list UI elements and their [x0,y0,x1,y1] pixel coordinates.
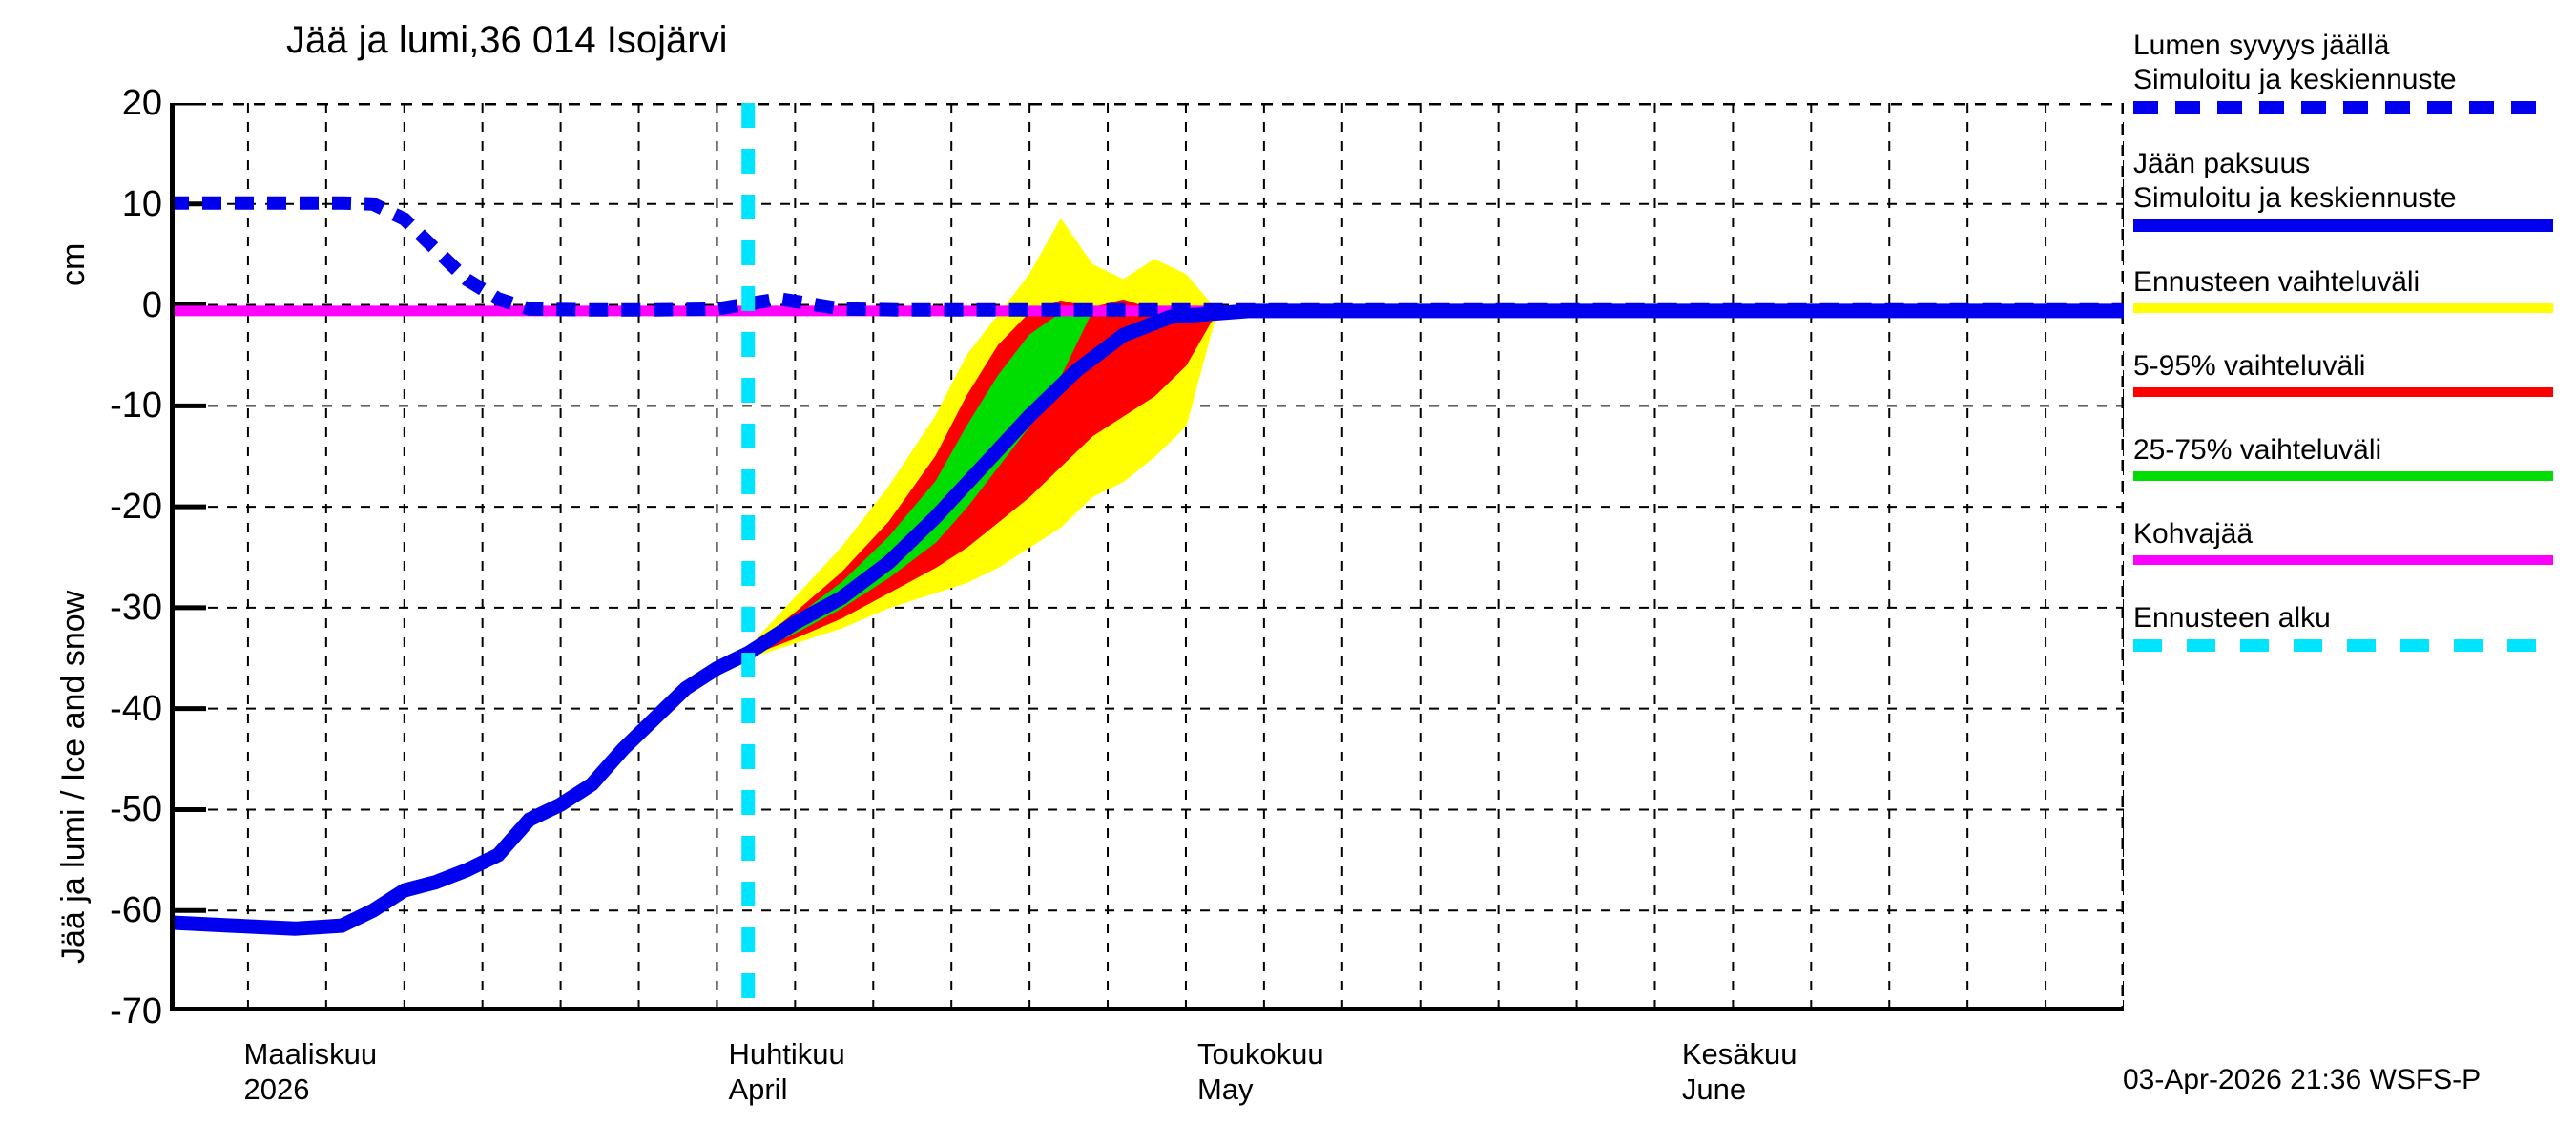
y-tick-label: -20 [110,487,162,528]
y-tick-label: 20 [121,83,162,123]
x-tick-label-fi: Maaliskuu [243,1037,378,1071]
legend-item-subtitle: Simuloitu ja keskiennuste [2133,182,2457,214]
x-tick-label: Kesäkuu June [1682,1036,1797,1107]
legend-swatch [2133,639,2553,652]
x-tick-label: Maaliskuu 2026 [244,1036,378,1107]
legend-item-title: Jään paksuus [2133,148,2311,179]
x-tick-label-fi: Toukokuu [1196,1037,1324,1071]
y-tick-label: -30 [110,587,162,628]
y-axis-tick-labels: 20 10 0 -10 -20 -30 -40 -50 -60 -70 [19,0,162,1145]
x-tick-label: Toukokuu May [1197,1036,1324,1107]
plot-svg [168,100,2126,1061]
chart-legend: Lumen syvyys jäällä Simuloitu ja keskienn… [2133,29,2572,652]
y-tick-label: -60 [110,890,162,931]
forecast-band [747,310,1093,656]
x-tick-label-en: June [1681,1072,1747,1106]
x-tick-label-fi: Kesäkuu [1681,1037,1797,1071]
x-tick-label-en: April [728,1072,788,1106]
legend-item-title: Lumen syvyys jäällä [2133,30,2390,61]
legend-item: Ennusteen alku [2133,601,2572,652]
forecast-bands [747,218,1218,659]
legend-item-title: Kohvajää [2133,518,2254,550]
legend-item-subtitle: Simuloitu ja keskiennuste [2133,64,2457,95]
legend-item: 25-75% vaihteluväli [2133,433,2572,481]
plot-area [168,100,2126,1061]
x-tick-label-fi: Huhtikuu [728,1037,845,1071]
legend-item-title: 25-75% vaihteluväli [2133,434,2382,466]
legend-swatch [2133,471,2553,481]
y-tick-label: 10 [121,183,162,224]
legend-swatch [2133,555,2553,565]
plot-frame [170,103,2124,1011]
footer-timestamp: 03-Apr-2026 21:36 WSFS-P [2123,1064,2482,1095]
legend-swatch [2133,219,2553,232]
legend-item: Kohvajää [2133,517,2572,565]
legend-item: Jään paksuus Simuloitu ja keskiennuste [2133,147,2572,232]
chart-title: Jää ja lumi,36 014 Isojärvi [286,19,728,61]
legend-item: Lumen syvyys jäällä Simuloitu ja keskienn… [2133,29,2572,114]
legend-item-title: Ennusteen alku [2133,602,2331,634]
x-tick-label: Huhtikuu April [728,1036,844,1107]
y-tick-label: -40 [110,688,162,729]
ice-thickness-line [169,303,2124,936]
legend-item: Ennusteen vaihteluväli [2133,265,2572,313]
legend-item: 5-95% vaihteluväli [2133,349,2572,397]
snow-depth-line [170,196,2124,317]
x-tick-label-en: May [1196,1072,1254,1106]
y-tick-label: -70 [110,991,162,1031]
x-tick-label-en: 2026 [243,1072,310,1106]
y-tick-label: 0 [141,284,162,325]
legend-swatch [2133,387,2553,397]
y-tick-label: -10 [110,385,162,427]
y-tick-label: -50 [110,789,162,830]
legend-swatch [2133,101,2553,114]
legend-item-title: Ennusteen vaihteluväli [2133,266,2420,298]
legend-swatch [2133,303,2553,313]
legend-item-title: 5-95% vaihteluväli [2133,350,2366,382]
